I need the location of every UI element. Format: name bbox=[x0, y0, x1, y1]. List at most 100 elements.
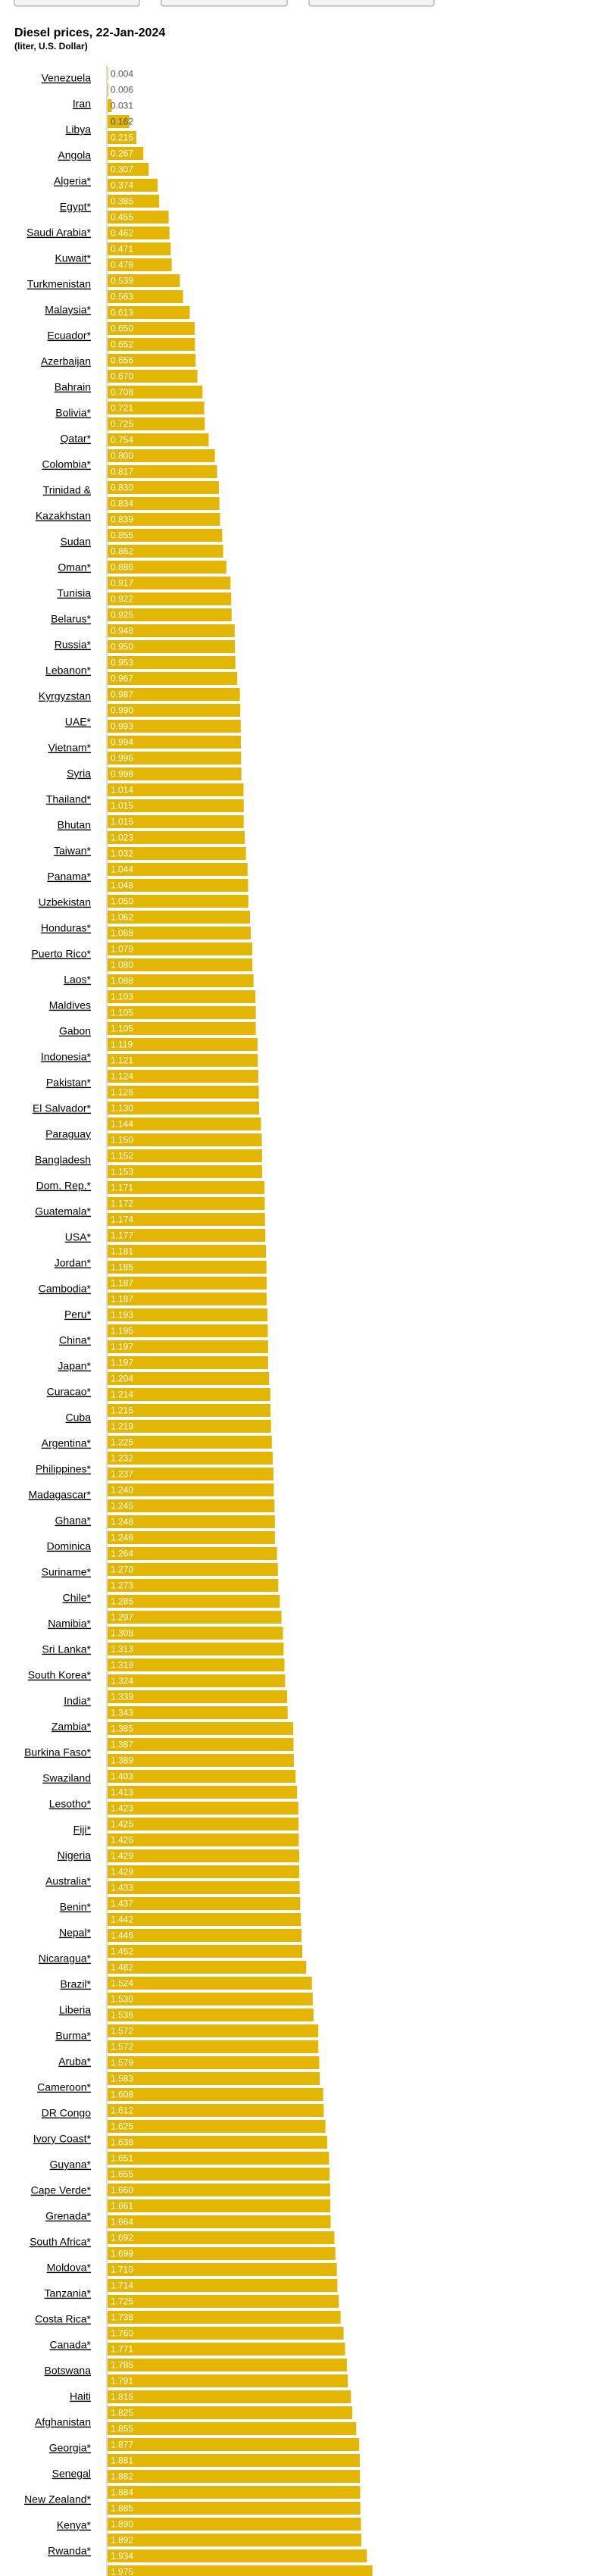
country-link[interactable]: Nicaragua* bbox=[39, 1952, 92, 1965]
country-link[interactable]: Brazil* bbox=[61, 1978, 92, 1990]
button[interactable] bbox=[14, 0, 140, 7]
country-link[interactable]: Aruba* bbox=[58, 2055, 91, 2068]
country-link[interactable]: Russia* bbox=[55, 639, 92, 651]
country-link[interactable]: Japan* bbox=[58, 1360, 91, 1372]
country-link[interactable]: Kyrgyzstan bbox=[39, 690, 91, 702]
country-link[interactable]: Ivory Coast* bbox=[33, 2133, 92, 2145]
country-link[interactable]: Guatemala* bbox=[35, 1205, 91, 1218]
country-link[interactable]: Angola bbox=[58, 149, 91, 161]
country-link[interactable]: Azerbaijan bbox=[41, 355, 91, 367]
country-link[interactable]: Fiji* bbox=[73, 1824, 92, 1836]
country-link[interactable]: Panama* bbox=[47, 871, 91, 883]
country-link[interactable]: New Zealand* bbox=[24, 2493, 91, 2506]
country-link[interactable]: Laos* bbox=[64, 974, 91, 986]
country-link[interactable]: Turkmenistan bbox=[27, 278, 91, 290]
country-link[interactable]: Indonesia* bbox=[41, 1051, 92, 1063]
country-link[interactable]: Bolivia* bbox=[55, 407, 91, 419]
country-link[interactable]: Iran bbox=[73, 98, 91, 110]
country-link[interactable]: Paraguay bbox=[45, 1128, 91, 1140]
country-link[interactable]: Venezuela bbox=[42, 72, 92, 84]
country-link[interactable]: Belarus* bbox=[51, 613, 91, 625]
country-link[interactable]: Swaziland bbox=[42, 1772, 91, 1784]
button[interactable] bbox=[161, 0, 288, 7]
country-link[interactable]: Egypt* bbox=[60, 201, 92, 213]
country-link[interactable]: Tunisia bbox=[57, 587, 91, 599]
country-link[interactable]: Maldives bbox=[49, 999, 91, 1011]
country-link[interactable]: Cape Verde* bbox=[31, 2184, 92, 2196]
country-link[interactable]: Thailand* bbox=[46, 793, 92, 805]
country-link[interactable]: Costa Rica* bbox=[35, 2313, 91, 2325]
country-link[interactable]: Senegal bbox=[52, 2468, 91, 2480]
country-link[interactable]: Puerto Rico* bbox=[31, 948, 91, 960]
country-link[interactable]: Libya bbox=[66, 123, 92, 136]
country-link[interactable]: Syria bbox=[67, 767, 91, 780]
country-link[interactable]: Dom. Rep.* bbox=[36, 1180, 92, 1192]
country-link[interactable]: Cuba bbox=[66, 1411, 92, 1424]
country-link[interactable]: Cambodia* bbox=[39, 1283, 92, 1295]
country-link[interactable]: Bahrain bbox=[55, 381, 91, 393]
country-link[interactable]: Oman* bbox=[58, 561, 91, 574]
country-link[interactable]: Burma* bbox=[55, 2030, 91, 2042]
country-link[interactable]: Curacao* bbox=[47, 1386, 92, 1398]
country-link[interactable]: Lesotho* bbox=[49, 1798, 92, 1810]
country-link[interactable]: India* bbox=[64, 1695, 91, 1707]
country-link[interactable]: South Korea* bbox=[28, 1669, 92, 1681]
country-link[interactable]: Australia* bbox=[45, 1875, 91, 1887]
country-link[interactable]: Sri Lanka* bbox=[42, 1643, 91, 1655]
country-link[interactable]: Taiwan* bbox=[54, 845, 92, 857]
country-link[interactable]: Saudi Arabia* bbox=[27, 227, 91, 239]
country-link[interactable]: Zambia* bbox=[52, 1721, 92, 1733]
country-link[interactable]: Namibia* bbox=[48, 1618, 91, 1630]
country-link[interactable]: South Africa* bbox=[30, 2236, 91, 2248]
country-link[interactable]: Qatar* bbox=[61, 433, 92, 445]
country-link[interactable]: Gabon bbox=[59, 1025, 91, 1037]
country-link[interactable]: Georgia* bbox=[49, 2442, 92, 2454]
country-link[interactable]: Malaysia* bbox=[45, 304, 91, 316]
country-link[interactable]: UAE* bbox=[65, 716, 92, 728]
country-link[interactable]: Colombia* bbox=[42, 458, 91, 470]
country-link[interactable]: Kuwait* bbox=[55, 252, 92, 264]
country-link[interactable]: Ghana* bbox=[55, 1515, 92, 1527]
country-link[interactable]: Honduras* bbox=[41, 922, 92, 934]
country-link[interactable]: Bhutan bbox=[58, 819, 91, 831]
country-link[interactable]: Dominica bbox=[47, 1540, 92, 1552]
country-link[interactable]: Jordan* bbox=[55, 1257, 92, 1269]
country-link[interactable]: Uzbekistan bbox=[39, 896, 91, 908]
country-link[interactable]: Suriname* bbox=[42, 1566, 92, 1578]
button[interactable] bbox=[308, 0, 435, 7]
country-link[interactable]: DR Congo bbox=[42, 2107, 92, 2119]
country-link[interactable]: Peru* bbox=[64, 1308, 92, 1321]
country-link[interactable]: USA* bbox=[65, 1231, 92, 1243]
country-link[interactable]: Ecuador* bbox=[47, 330, 91, 342]
country-link[interactable]: Grenada* bbox=[45, 2210, 91, 2222]
country-link[interactable]: Guyana* bbox=[50, 2159, 92, 2171]
country-link[interactable]: Bangladesh bbox=[35, 1154, 91, 1166]
country-link[interactable]: Burkina Faso* bbox=[24, 1746, 91, 1758]
country-link[interactable]: Afghanistan bbox=[35, 2416, 91, 2428]
country-link[interactable]: Canada* bbox=[50, 2339, 92, 2351]
country-link[interactable]: Argentina* bbox=[42, 1437, 92, 1449]
country-link[interactable]: Liberia bbox=[59, 2004, 91, 2016]
country-link[interactable]: China* bbox=[59, 1334, 92, 1346]
country-link[interactable]: Vietnam* bbox=[48, 742, 91, 754]
country-link[interactable]: Philippines* bbox=[36, 1463, 92, 1475]
country-link[interactable]: El Salvador* bbox=[33, 1102, 92, 1114]
country-link[interactable]: Sudan bbox=[61, 536, 91, 548]
country-link[interactable]: Tanzania* bbox=[45, 2287, 92, 2299]
country-link[interactable]: Kenya* bbox=[57, 2519, 92, 2531]
country-link[interactable]: Pakistan* bbox=[46, 1077, 92, 1089]
country-link[interactable]: Algeria* bbox=[54, 175, 92, 187]
country-link[interactable]: Madagascar* bbox=[29, 1489, 92, 1501]
country-link[interactable]: Kazakhstan bbox=[36, 510, 91, 522]
country-link[interactable]: Botswana bbox=[45, 2365, 92, 2377]
country-link[interactable]: Nepal* bbox=[59, 1927, 92, 1939]
country-link[interactable]: Lebanon* bbox=[45, 664, 92, 677]
country-link[interactable]: Moldova* bbox=[47, 2262, 92, 2274]
country-link[interactable]: Chile* bbox=[63, 1592, 92, 1604]
country-link[interactable]: Trinidad & bbox=[43, 484, 92, 496]
country-link[interactable]: Cameroon* bbox=[37, 2081, 91, 2093]
country-link[interactable]: Nigeria bbox=[58, 1849, 92, 1862]
country-link[interactable]: Benin* bbox=[60, 1901, 92, 1913]
country-link[interactable]: Rwanda* bbox=[48, 2545, 91, 2557]
country-link[interactable]: Haiti bbox=[70, 2390, 91, 2402]
